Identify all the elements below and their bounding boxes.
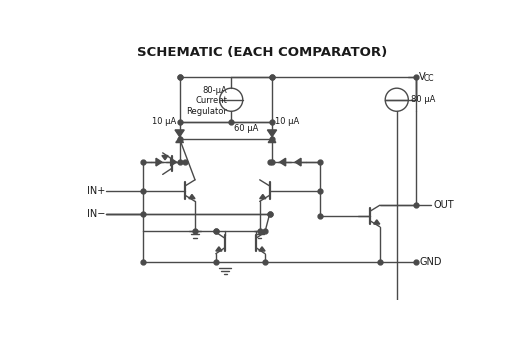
Polygon shape (268, 137, 276, 143)
Polygon shape (259, 247, 265, 251)
Polygon shape (374, 220, 380, 224)
Polygon shape (260, 194, 266, 199)
Text: 80-μA
Current
Regulator: 80-μA Current Regulator (186, 86, 227, 116)
Polygon shape (176, 137, 183, 143)
Text: 60 μA: 60 μA (233, 124, 258, 132)
Text: V: V (419, 72, 426, 82)
Text: 80 μA: 80 μA (410, 95, 435, 104)
Polygon shape (267, 130, 277, 137)
Text: CC: CC (424, 74, 434, 83)
Polygon shape (295, 158, 301, 166)
Text: 10 μA: 10 μA (152, 117, 177, 126)
Text: OUT: OUT (434, 200, 454, 210)
Polygon shape (175, 130, 184, 137)
Polygon shape (216, 247, 222, 251)
Polygon shape (156, 158, 162, 166)
Text: 10 μA: 10 μA (275, 117, 299, 126)
Text: IN+: IN+ (87, 186, 106, 195)
Polygon shape (280, 158, 286, 166)
Text: SCHEMATIC (EACH COMPARATOR): SCHEMATIC (EACH COMPARATOR) (137, 46, 387, 59)
Polygon shape (162, 156, 168, 160)
Polygon shape (170, 158, 177, 166)
Text: GND: GND (419, 257, 441, 267)
Polygon shape (189, 194, 195, 199)
Text: IN−: IN− (87, 209, 106, 219)
